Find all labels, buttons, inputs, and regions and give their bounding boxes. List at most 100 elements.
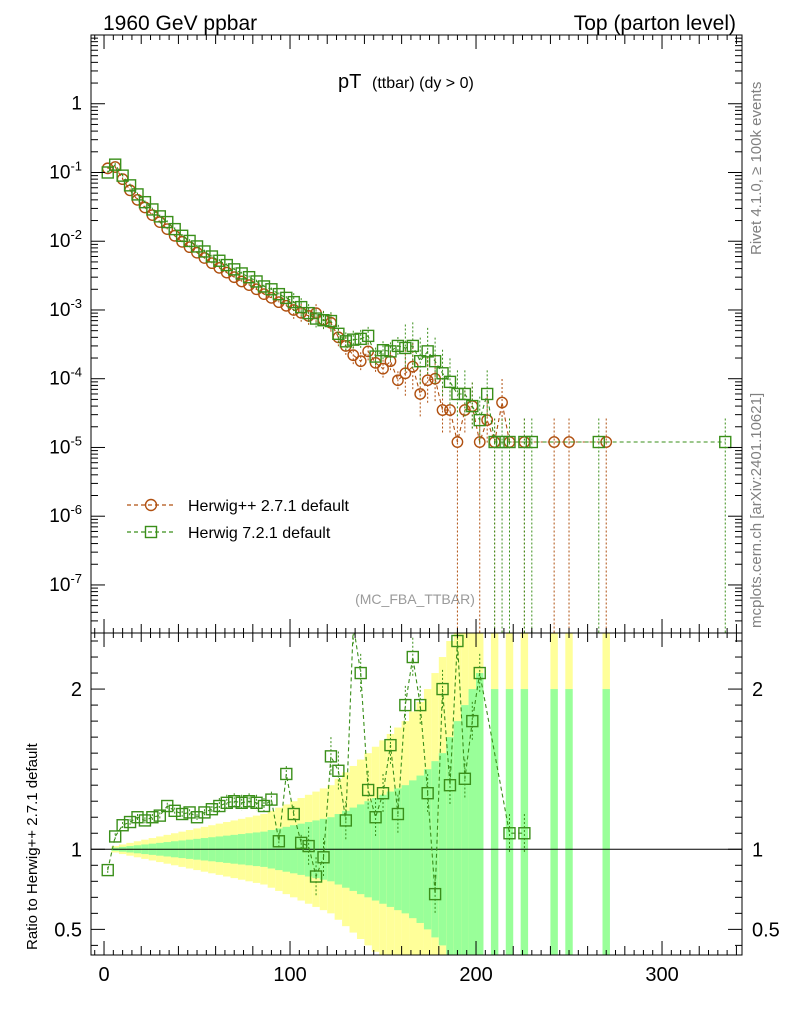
data-point <box>347 349 360 362</box>
band-inner-bin <box>461 705 469 955</box>
ratio-data-point <box>406 650 419 664</box>
data-point <box>361 329 375 343</box>
analysis-tag: (MC_FBA_TTBAR) <box>355 591 475 607</box>
data-point <box>719 435 732 449</box>
ratio-data-point <box>391 807 405 821</box>
data-point <box>123 179 137 192</box>
legend-label-herwig7: Herwig 7.2.1 default <box>188 525 331 542</box>
data-point <box>235 275 248 288</box>
ratio-data-point <box>466 714 479 728</box>
ratio-data-point <box>198 806 211 819</box>
ratio-y-tick-label-right: 0.5 <box>752 919 780 941</box>
ratio-y-axis-title: Ratio to Herwig++ 2.7.1 default <box>24 742 41 950</box>
header-left-label: 1960 GeV ppbar <box>103 12 257 35</box>
data-point <box>205 250 219 263</box>
band-inner-bin <box>550 689 558 955</box>
ratio-data-point <box>361 783 375 797</box>
data-point <box>428 354 442 368</box>
ratio-data-point <box>473 666 486 680</box>
x-axis: 0 100 200 300 <box>94 35 737 986</box>
data-point <box>376 343 390 357</box>
data-point <box>138 195 152 209</box>
ratio-data-point <box>302 839 315 853</box>
y-tick-label: 10-3 <box>49 296 82 321</box>
data-point <box>451 387 464 401</box>
data-point <box>414 354 427 368</box>
ratio-data-point <box>287 807 300 821</box>
data-point <box>391 339 405 353</box>
data-point <box>421 374 434 387</box>
ratio-data-point <box>235 796 248 810</box>
data-point <box>369 350 382 363</box>
ratio-data-point <box>458 772 472 785</box>
x-tick-label: 0 <box>98 964 109 986</box>
ratio-data-point <box>228 795 241 808</box>
legend-label-herwigpp: Herwig++ 2.7.1 default <box>188 498 350 515</box>
data-point <box>414 388 427 400</box>
data-point <box>436 367 449 380</box>
data-point <box>592 435 605 449</box>
data-point <box>116 169 129 182</box>
ratio-data-point <box>369 811 382 824</box>
band-inner-bin <box>468 689 477 955</box>
ratio-data-point <box>376 786 390 800</box>
ratio-data-point <box>503 827 516 840</box>
ratio-data-point <box>436 682 449 696</box>
ratio-data-point <box>175 807 189 821</box>
series-herwig7 <box>101 158 732 633</box>
plot-title-sub: (ttbar) (dy > 0) <box>372 75 474 92</box>
x-tick-label: 100 <box>273 964 306 986</box>
band-outer-bin <box>505 633 514 690</box>
data-point <box>377 362 389 375</box>
data-point <box>347 333 360 346</box>
ratio-y-axis: 0.5 0.5 1 1 2 2 <box>54 640 780 946</box>
y-tick-label: 1 <box>71 94 82 115</box>
y-tick-label: 10-5 <box>49 433 82 458</box>
data-point <box>444 404 456 416</box>
ratio-data-point <box>339 814 353 827</box>
ratio-data-point <box>265 793 278 806</box>
ratio-data-point <box>414 698 427 712</box>
ratio-data-point <box>138 814 152 827</box>
data-point <box>466 399 479 413</box>
plot-title-main: pT <box>338 71 361 93</box>
ratio-data-point <box>205 803 219 816</box>
ratio-data-point <box>384 738 397 752</box>
ratio-y-tick-label: 0.5 <box>54 919 82 941</box>
ratio-data-point <box>108 830 122 843</box>
data-point <box>235 267 248 280</box>
y-tick-label: 10-2 <box>49 227 82 252</box>
data-point <box>391 374 404 387</box>
data-point <box>354 332 367 346</box>
data-point <box>354 355 367 368</box>
data-point <box>518 435 531 449</box>
x-tick-label: 300 <box>645 964 678 986</box>
legend: Herwig++ 2.7.1 default Herwig 7.2.1 defa… <box>127 498 350 542</box>
ratio-plot: 0 100 200 300 0.5 0.5 1 1 2 2 <box>54 35 780 986</box>
ratio-data-point <box>317 851 330 864</box>
data-point <box>228 263 241 276</box>
ratio-data-point <box>421 786 434 800</box>
ratio-data-point <box>220 796 233 810</box>
data-point <box>131 188 144 201</box>
data-point <box>480 387 494 401</box>
ratio-data-point <box>324 750 338 763</box>
data-point <box>242 270 256 284</box>
data-point <box>339 335 353 348</box>
ratio-data-point <box>250 796 263 810</box>
mcplots-source-label: mcplots.cern.ch [arXiv:2401.10621] <box>748 393 765 628</box>
rivet-version-label: Rivet 4.1.0, ≥ 100k events <box>748 82 765 255</box>
band-outer-bin <box>550 633 558 690</box>
ratio-data-point <box>168 804 181 818</box>
ratio-series-herwig7 <box>101 633 531 914</box>
band-inner-bin <box>446 737 454 955</box>
data-point <box>436 404 449 416</box>
data-point <box>525 435 539 449</box>
ratio-data-point <box>242 795 256 808</box>
ratio-data-point <box>101 863 114 877</box>
y-tick-label: 10-6 <box>49 502 82 527</box>
data-point <box>503 435 516 449</box>
band-inner-bin <box>453 721 462 955</box>
data-point <box>496 396 508 409</box>
